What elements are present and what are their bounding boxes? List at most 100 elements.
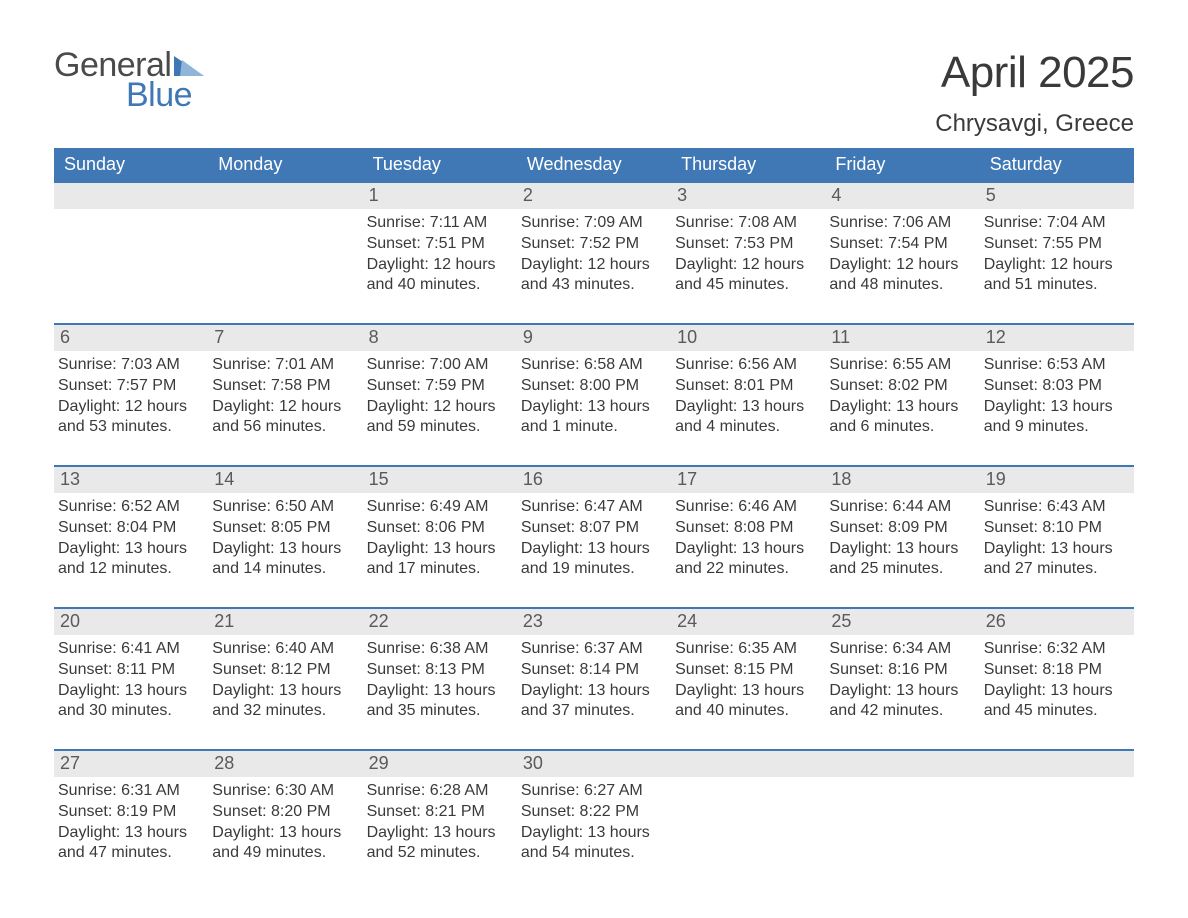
day-number	[208, 183, 362, 209]
sunrise-value: Sunrise: 6:52 AM	[58, 497, 202, 518]
logo-word-blue: Blue	[54, 78, 204, 112]
daylight-value: Daylight: 12 hours and 48 minutes.	[829, 255, 973, 297]
day-body: Sunrise: 6:44 AMSunset: 8:09 PMDaylight:…	[825, 493, 979, 584]
day-cell-blank	[671, 751, 825, 879]
day-number: 21	[208, 609, 362, 635]
sunset-value: Sunset: 7:51 PM	[367, 234, 511, 255]
day-body: Sunrise: 6:34 AMSunset: 8:16 PMDaylight:…	[825, 635, 979, 726]
logo: General Blue	[54, 48, 204, 112]
daylight-value: Daylight: 12 hours and 53 minutes.	[58, 397, 202, 439]
day-cell: 28Sunrise: 6:30 AMSunset: 8:20 PMDayligh…	[208, 751, 362, 879]
day-number: 20	[54, 609, 208, 635]
day-number: 15	[363, 467, 517, 493]
day-number: 3	[671, 183, 825, 209]
day-body: Sunrise: 6:27 AMSunset: 8:22 PMDaylight:…	[517, 777, 671, 868]
day-number: 11	[825, 325, 979, 351]
month-title: April 2025	[935, 48, 1134, 98]
daylight-value: Daylight: 13 hours and 9 minutes.	[984, 397, 1128, 439]
day-cell-blank	[980, 751, 1134, 879]
sunset-value: Sunset: 7:54 PM	[829, 234, 973, 255]
day-number: 18	[825, 467, 979, 493]
daylight-value: Daylight: 13 hours and 27 minutes.	[984, 539, 1128, 581]
sunrise-value: Sunrise: 6:40 AM	[212, 639, 356, 660]
sunset-value: Sunset: 8:04 PM	[58, 518, 202, 539]
sunset-value: Sunset: 8:08 PM	[675, 518, 819, 539]
title-block: April 2025 Chrysavgi, Greece	[935, 48, 1134, 138]
day-number: 27	[54, 751, 208, 777]
day-cell: 11Sunrise: 6:55 AMSunset: 8:02 PMDayligh…	[825, 325, 979, 453]
sunrise-value: Sunrise: 7:11 AM	[367, 213, 511, 234]
sunrise-value: Sunrise: 6:58 AM	[521, 355, 665, 376]
day-cell: 2Sunrise: 7:09 AMSunset: 7:52 PMDaylight…	[517, 183, 671, 311]
day-number: 23	[517, 609, 671, 635]
weeks-container: 1Sunrise: 7:11 AMSunset: 7:51 PMDaylight…	[54, 181, 1134, 879]
day-cell: 9Sunrise: 6:58 AMSunset: 8:00 PMDaylight…	[517, 325, 671, 453]
week-row: 6Sunrise: 7:03 AMSunset: 7:57 PMDaylight…	[54, 323, 1134, 453]
sunset-value: Sunset: 8:15 PM	[675, 660, 819, 681]
daylight-value: Daylight: 12 hours and 43 minutes.	[521, 255, 665, 297]
day-body: Sunrise: 6:30 AMSunset: 8:20 PMDaylight:…	[208, 777, 362, 868]
day-number	[980, 751, 1134, 777]
day-number: 30	[517, 751, 671, 777]
daylight-value: Daylight: 13 hours and 32 minutes.	[212, 681, 356, 723]
logo-triangle-icon	[174, 56, 204, 76]
dow-sunday: Sunday	[54, 148, 208, 181]
day-number: 8	[363, 325, 517, 351]
dow-tuesday: Tuesday	[363, 148, 517, 181]
location: Chrysavgi, Greece	[935, 110, 1134, 138]
day-number: 13	[54, 467, 208, 493]
daylight-value: Daylight: 12 hours and 40 minutes.	[367, 255, 511, 297]
sunrise-value: Sunrise: 6:31 AM	[58, 781, 202, 802]
day-body: Sunrise: 7:06 AMSunset: 7:54 PMDaylight:…	[825, 209, 979, 300]
day-body: Sunrise: 6:49 AMSunset: 8:06 PMDaylight:…	[363, 493, 517, 584]
sunset-value: Sunset: 7:58 PM	[212, 376, 356, 397]
daylight-value: Daylight: 13 hours and 42 minutes.	[829, 681, 973, 723]
sunset-value: Sunset: 8:12 PM	[212, 660, 356, 681]
week-row: 27Sunrise: 6:31 AMSunset: 8:19 PMDayligh…	[54, 749, 1134, 879]
day-cell: 14Sunrise: 6:50 AMSunset: 8:05 PMDayligh…	[208, 467, 362, 595]
dow-monday: Monday	[208, 148, 362, 181]
sunset-value: Sunset: 8:22 PM	[521, 802, 665, 823]
sunrise-value: Sunrise: 6:56 AM	[675, 355, 819, 376]
day-of-week-header: SundayMondayTuesdayWednesdayThursdayFrid…	[54, 148, 1134, 181]
day-cell: 12Sunrise: 6:53 AMSunset: 8:03 PMDayligh…	[980, 325, 1134, 453]
day-cell: 16Sunrise: 6:47 AMSunset: 8:07 PMDayligh…	[517, 467, 671, 595]
sunrise-value: Sunrise: 6:41 AM	[58, 639, 202, 660]
daylight-value: Daylight: 12 hours and 56 minutes.	[212, 397, 356, 439]
sunset-value: Sunset: 8:01 PM	[675, 376, 819, 397]
sunset-value: Sunset: 8:07 PM	[521, 518, 665, 539]
daylight-value: Daylight: 13 hours and 22 minutes.	[675, 539, 819, 581]
day-cell: 30Sunrise: 6:27 AMSunset: 8:22 PMDayligh…	[517, 751, 671, 879]
day-cell: 5Sunrise: 7:04 AMSunset: 7:55 PMDaylight…	[980, 183, 1134, 311]
sunset-value: Sunset: 8:10 PM	[984, 518, 1128, 539]
day-cell: 24Sunrise: 6:35 AMSunset: 8:15 PMDayligh…	[671, 609, 825, 737]
sunset-value: Sunset: 8:11 PM	[58, 660, 202, 681]
daylight-value: Daylight: 13 hours and 4 minutes.	[675, 397, 819, 439]
sunrise-value: Sunrise: 7:06 AM	[829, 213, 973, 234]
daylight-value: Daylight: 13 hours and 47 minutes.	[58, 823, 202, 865]
sunrise-value: Sunrise: 6:47 AM	[521, 497, 665, 518]
day-cell: 15Sunrise: 6:49 AMSunset: 8:06 PMDayligh…	[363, 467, 517, 595]
day-body: Sunrise: 6:40 AMSunset: 8:12 PMDaylight:…	[208, 635, 362, 726]
dow-wednesday: Wednesday	[517, 148, 671, 181]
sunset-value: Sunset: 7:59 PM	[367, 376, 511, 397]
sunrise-value: Sunrise: 6:43 AM	[984, 497, 1128, 518]
sunset-value: Sunset: 7:55 PM	[984, 234, 1128, 255]
sunset-value: Sunset: 8:14 PM	[521, 660, 665, 681]
day-body: Sunrise: 7:11 AMSunset: 7:51 PMDaylight:…	[363, 209, 517, 300]
day-body: Sunrise: 7:09 AMSunset: 7:52 PMDaylight:…	[517, 209, 671, 300]
day-cell: 7Sunrise: 7:01 AMSunset: 7:58 PMDaylight…	[208, 325, 362, 453]
daylight-value: Daylight: 13 hours and 45 minutes.	[984, 681, 1128, 723]
day-body: Sunrise: 6:46 AMSunset: 8:08 PMDaylight:…	[671, 493, 825, 584]
dow-saturday: Saturday	[980, 148, 1134, 181]
day-cell: 20 Sunrise: 6:41 AMSunset: 8:11 PMDayligh…	[54, 609, 208, 737]
day-number	[54, 183, 208, 209]
sunrise-value: Sunrise: 6:46 AM	[675, 497, 819, 518]
daylight-value: Daylight: 13 hours and 30 minutes.	[58, 681, 202, 723]
sunrise-value: Sunrise: 7:03 AM	[58, 355, 202, 376]
day-cell: 23Sunrise: 6:37 AMSunset: 8:14 PMDayligh…	[517, 609, 671, 737]
sunrise-value: Sunrise: 6:37 AM	[521, 639, 665, 660]
day-number	[825, 751, 979, 777]
sunset-value: Sunset: 8:00 PM	[521, 376, 665, 397]
sunrise-value: Sunrise: 6:27 AM	[521, 781, 665, 802]
